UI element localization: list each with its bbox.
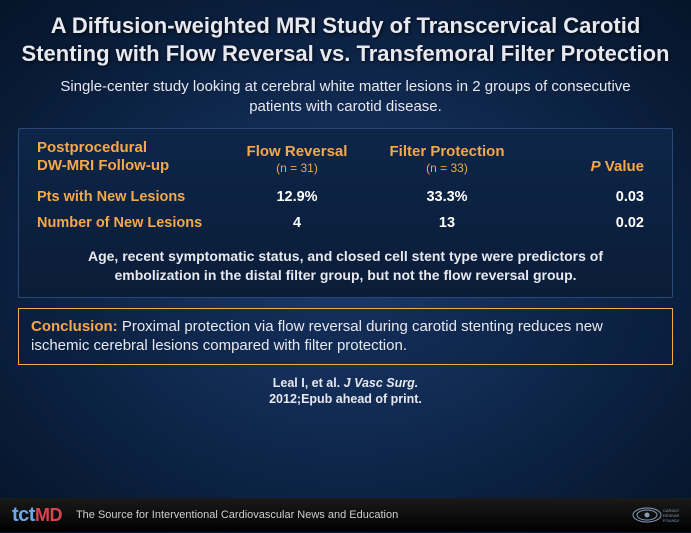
header-label-line2: DW-MRI Follow-up: [37, 157, 227, 175]
row-label: Number of New Lesions: [37, 215, 227, 231]
citation-journal: J Vasc Surg.: [344, 376, 419, 390]
row-p: 0.03: [527, 189, 654, 205]
logo-md-text: MD: [35, 505, 62, 526]
col-a-n: (n = 31): [227, 161, 367, 175]
row-label: Pts with New Lesions: [37, 189, 227, 205]
col-p-header: P Value: [527, 158, 654, 175]
p-italic: P: [591, 158, 601, 175]
col-a-name: Flow Reversal: [227, 143, 367, 161]
citation: Leal I, et al. J Vasc Surg. 2012;Epub ah…: [18, 375, 673, 408]
conclusion-box: Conclusion: Proximal protection via flow…: [18, 308, 673, 365]
svg-text:FOUNDATION: FOUNDATION: [663, 518, 679, 523]
conclusion-text: Conclusion: Proximal protection via flow…: [31, 317, 660, 356]
row-b: 33.3%: [367, 189, 527, 205]
table-footnote: Age, recent symptomatic status, and clos…: [37, 241, 654, 285]
citation-pub: 2012;Epub ahead of print.: [269, 392, 422, 406]
table-row: Number of New Lesions 4 13 0.02: [37, 215, 654, 231]
results-table: Postprocedural DW-MRI Follow-up Flow Rev…: [18, 128, 673, 298]
slide-title: A Diffusion-weighted MRI Study of Transc…: [18, 12, 673, 67]
row-a: 12.9%: [227, 189, 367, 205]
slide-subtitle: Single-center study looking at cerebral …: [18, 77, 673, 116]
row-a: 4: [227, 215, 367, 231]
col-b-name: Filter Protection: [367, 143, 527, 161]
slide-container: A Diffusion-weighted MRI Study of Transc…: [0, 0, 691, 532]
row-p: 0.02: [527, 215, 654, 231]
conclusion-label: Conclusion:: [31, 318, 122, 335]
tctmd-logo: tctMD: [12, 504, 62, 527]
table-row: Pts with New Lesions 12.9% 33.3% 0.03: [37, 189, 654, 205]
citation-authors: Leal I, et al.: [273, 376, 344, 390]
table-header-row: Postprocedural DW-MRI Follow-up Flow Rev…: [37, 139, 654, 181]
crf-logo-icon: CARDIOVASCULAR RESEARCH FOUNDATION: [627, 502, 679, 528]
row-b: 13: [367, 215, 527, 231]
footer-bar: tctMD The Source for Interventional Card…: [0, 498, 691, 532]
footer-tagline: The Source for Interventional Cardiovasc…: [76, 509, 398, 521]
logo-tct-text: tct: [12, 504, 35, 527]
p-rest: Value: [601, 158, 644, 175]
header-label-line1: Postprocedural: [37, 139, 227, 157]
col-b-n: (n = 33): [367, 161, 527, 175]
